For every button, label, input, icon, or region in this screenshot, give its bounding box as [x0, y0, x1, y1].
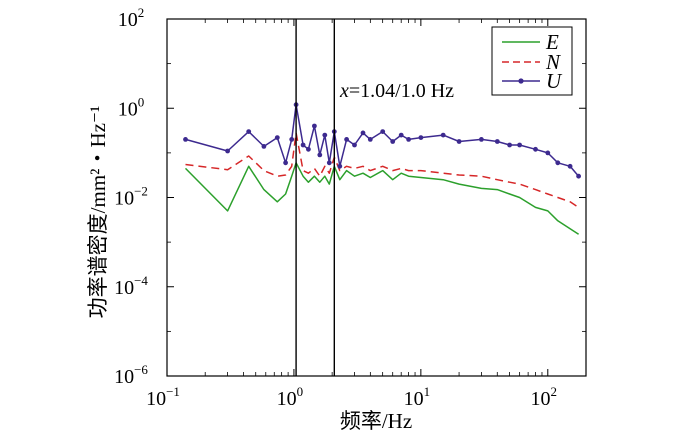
legend: E N U [491, 26, 573, 96]
series-u-point [576, 173, 581, 179]
legend-label-n: N [545, 50, 561, 74]
series-u-point [352, 142, 357, 148]
x-tick-label: 10−1 [146, 384, 180, 410]
y-tick-label: 10−2 [114, 184, 148, 210]
tick-layer: 10−1 100 101 102 10−6 10−4 10−2 100 102 [114, 5, 587, 410]
series-u-point [555, 160, 561, 166]
series-u-point [507, 142, 512, 148]
legend-box [491, 26, 573, 96]
series-layer [183, 102, 581, 235]
series-e-line [184, 162, 580, 235]
series-u-point [406, 137, 411, 142]
series-u-point [517, 142, 522, 148]
series-u-point [306, 146, 311, 152]
x-tick-label: 102 [531, 384, 558, 410]
legend-label-u: U [546, 69, 563, 93]
legend-marker-u [518, 78, 524, 84]
legend-label-e: E [545, 30, 559, 54]
series-u-point [545, 150, 551, 156]
series-u-point [533, 146, 538, 152]
x-axis-title: 频率/Hz [340, 409, 412, 433]
series-u-point [317, 152, 323, 158]
series-n-line [185, 132, 580, 209]
annotation: x=1.04/1.0 Hz [339, 80, 454, 102]
series-u-point [390, 139, 396, 144]
series-u-point [337, 163, 343, 169]
x-tick-label: 100 [277, 384, 304, 410]
series-u-point [360, 130, 366, 136]
series-u-point [274, 135, 280, 141]
series-u-point [380, 129, 386, 135]
x-tick-label: 101 [404, 384, 431, 410]
series-u-point [289, 137, 295, 142]
series-u-point [283, 160, 288, 166]
series-u-point [312, 123, 317, 129]
y-tick-label: 100 [118, 94, 145, 120]
series-u-point [440, 132, 446, 138]
series-u-line [185, 103, 580, 177]
series-u-point [322, 132, 328, 138]
series-u-point [398, 132, 404, 138]
series-u-point [300, 142, 306, 148]
series-u-point [567, 163, 573, 169]
y-tick-label: 10−6 [114, 362, 148, 388]
series-u-point [344, 137, 349, 142]
y-tick-label: 10−4 [114, 273, 148, 299]
series-u-point [183, 137, 188, 142]
series-u-point [246, 129, 252, 135]
series-u-point [261, 144, 267, 149]
y-tick-label: 102 [118, 5, 145, 31]
y-axis-title: 功率谱密度/mm²・Hz⁻¹ [86, 106, 110, 319]
reference-lines [295, 19, 336, 376]
series-u-point [418, 135, 424, 141]
annotation-text: =1.04/1.0 Hz [349, 80, 454, 102]
series-u-point [456, 139, 462, 144]
annotation-var: x [339, 80, 349, 102]
series-u-point [225, 148, 231, 154]
series-u-point [326, 160, 332, 166]
series-u-point [494, 139, 500, 144]
series-u-point [367, 137, 373, 142]
series-u-point [479, 137, 484, 142]
